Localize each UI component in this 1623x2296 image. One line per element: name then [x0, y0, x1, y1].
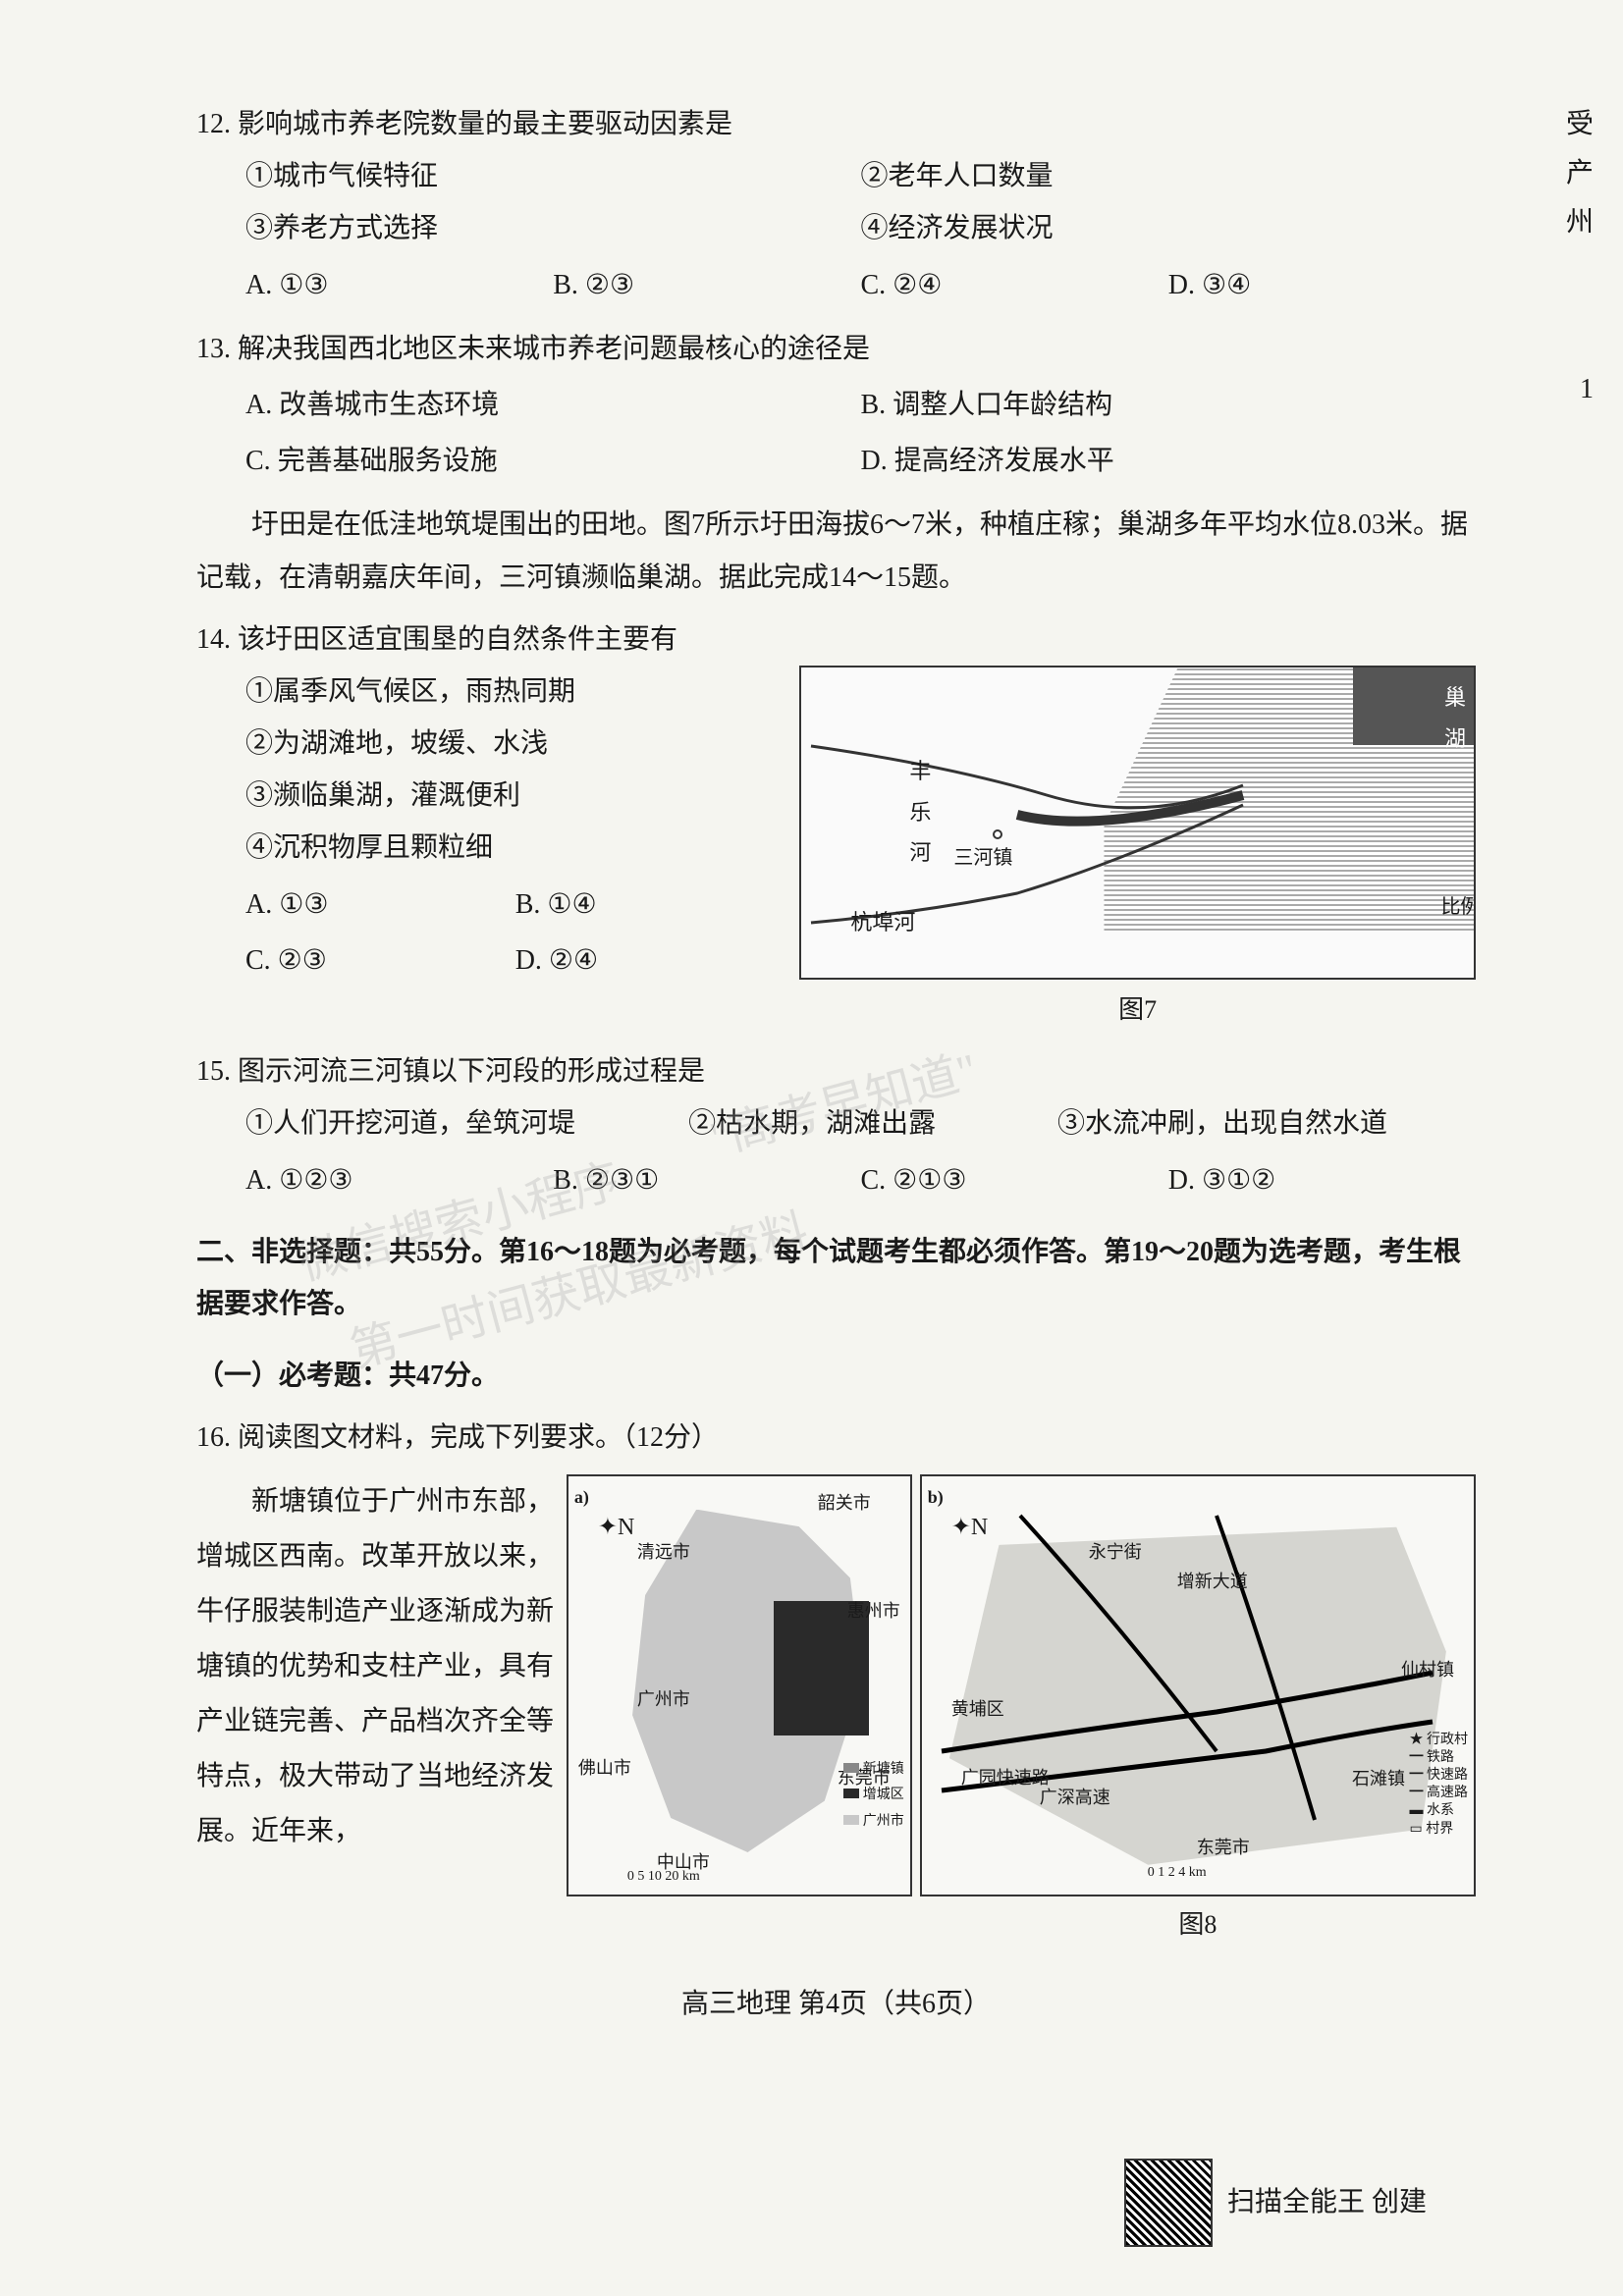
q14-opt-a: A. ①③: [245, 879, 515, 931]
q13-opt-a: A. 改善城市生态环境: [245, 379, 861, 431]
map-label-hangbu: 杭埠河: [850, 902, 915, 943]
page-footer: 高三地理 第4页（共6页）: [196, 1978, 1476, 2030]
city-foshan: 佛山市: [578, 1751, 631, 1785]
q15-sub-2: ②枯水期，湖滩出露: [688, 1097, 1057, 1149]
map-label-sanhe: 三河镇: [953, 839, 1012, 877]
question-14: 14. 该圩田区适宜围垦的自然条件主要有 ①属季风气候区，雨热同期 ②为湖滩地，…: [196, 614, 1476, 1035]
section-2-header: 二、非选择题：共55分。第16～18题为必考题，每个试题考生都必须作答。第19～…: [196, 1226, 1476, 1330]
margin-char-2: 产: [1566, 147, 1594, 199]
qr-text: 扫描全能王 创建: [1227, 2176, 1427, 2228]
compass-icon-a: ✦N: [598, 1506, 634, 1551]
q14-sub-4: ④沉积物厚且颗粒细: [245, 822, 784, 874]
label-shitan: 石滩镇: [1352, 1762, 1405, 1795]
passage-14-15: 圩田是在低洼地筑堤围出的田地。图7所示圩田海拔6～7米，种植庄稼；巢湖多年平均水…: [196, 499, 1476, 603]
q12-stem: 12. 影响城市养老院数量的最主要驱动因素是: [196, 98, 1476, 150]
legend-b-4: 高速路: [1427, 1786, 1468, 1800]
map-label-chaohu: 巢湖: [1444, 677, 1466, 760]
city-shaoguan: 韶关市: [818, 1486, 871, 1520]
label-guangsheng: 广深高速: [1040, 1781, 1110, 1814]
question-12: 12. 影响城市养老院数量的最主要驱动因素是 ①城市气候特征 ②老年人口数量 ③…: [196, 98, 1476, 311]
label-guangyuan: 广园快速路: [961, 1761, 1050, 1794]
scale-a: 0 5 10 20 km: [627, 1864, 700, 1891]
legend-b-1: 行政村: [1427, 1733, 1468, 1747]
scale-b: 0 1 2 4 km: [1148, 1860, 1207, 1887]
legend-a-3: 广州市: [863, 1814, 904, 1829]
legend-b-2: 铁路: [1427, 1750, 1454, 1765]
q15-opt-d: D. ③①②: [1168, 1154, 1476, 1206]
map-label-fengle: 丰乐河: [909, 751, 931, 874]
figure-7-caption: 图7: [799, 986, 1476, 1034]
q14-opt-c: C. ②③: [245, 934, 515, 987]
q12-sub-1: ①城市气候特征: [245, 150, 861, 202]
figure-7-map: 丰乐河 杭埠河 三河镇 巢湖 圩田 城镇 河流: [799, 666, 1476, 980]
q15-opt-b: B. ②③①: [553, 1154, 860, 1206]
q14-sub-3: ③濒临巢湖，灌溉便利: [245, 770, 784, 822]
figure-8-panel-b: b) 永宁街 增新大道 黄埔区 广园快速路 广深高速 东莞市: [920, 1474, 1476, 1896]
q15-opt-a: A. ①②③: [245, 1154, 553, 1206]
q14-opt-d: D. ②④: [515, 934, 785, 987]
qr-code-icon: [1124, 2159, 1213, 2247]
q13-opt-d: D. 提高经济发展水平: [861, 435, 1477, 487]
city-huizhou: 惠州市: [847, 1594, 900, 1628]
city-qingyuan: 清远市: [637, 1535, 690, 1569]
margin-char-4: 1: [1580, 363, 1594, 415]
q14-sub-1: ①属季风气候区，雨热同期: [245, 666, 784, 718]
q14-sub-2: ②为湖滩地，坡缓、水浅: [245, 718, 784, 770]
question-16: 16. 阅读图文材料，完成下列要求。（12分） 新塘镇位于广州市东部，增城区西南…: [196, 1412, 1476, 1949]
q12-opt-d: D. ③④: [1168, 259, 1476, 311]
figure-8-panel-a: a) 韶关市 清远市 惠州市 广州市 佛山市 东莞市 中山市 ✦N: [567, 1474, 912, 1896]
q12-opt-c: C. ②④: [861, 259, 1168, 311]
q12-sub-2: ②老年人口数量: [861, 150, 1477, 202]
section-2-sub: （一）必考题：共47分。: [196, 1350, 1476, 1402]
q15-sub-3: ③水流冲刷，出现自然水道: [1057, 1097, 1476, 1149]
q16-stem: 16. 阅读图文材料，完成下列要求。（12分）: [196, 1412, 1476, 1464]
figure-8-caption: 图8: [920, 1900, 1476, 1949]
legend-a-1: 新塘镇: [863, 1762, 904, 1777]
legend-scale-label: 比例尺: [1440, 888, 1476, 926]
legend-a-2: 增城区: [863, 1788, 904, 1802]
q12-opt-b: B. ②③: [553, 259, 860, 311]
margin-char-1: 受: [1566, 98, 1594, 150]
legend-b-6: 村界: [1426, 1822, 1453, 1837]
city-guangzhou: 广州市: [637, 1682, 690, 1716]
compass-icon-b: ✦N: [951, 1506, 988, 1551]
question-13: 13. 解决我国西北地区未来城市养老问题最核心的途径是 A. 改善城市生态环境 …: [196, 323, 1476, 488]
label-huangpu: 黄埔区: [951, 1692, 1004, 1726]
q16-passage: 新塘镇位于广州市东部，增城区西南。改革开放以来，牛仔服装制造产业逐渐成为新塘镇的…: [196, 1474, 555, 1949]
q15-stem: 15. 图示河流三河镇以下河段的形成过程是: [196, 1045, 1476, 1097]
q14-opt-b: B. ①④: [515, 879, 785, 931]
legend-b-3: 快速路: [1427, 1768, 1468, 1783]
legend-b-5: 水系: [1427, 1803, 1454, 1818]
panel-a-label: a): [574, 1480, 589, 1514]
label-xiancun: 仙村镇: [1401, 1653, 1454, 1686]
q15-sub-1: ①人们开挖河道，垒筑河堤: [245, 1097, 688, 1149]
q12-sub-3: ③养老方式选择: [245, 202, 861, 254]
label-yongning: 永宁街: [1089, 1535, 1142, 1569]
q12-sub-4: ④经济发展状况: [861, 202, 1477, 254]
qr-section: 扫描全能王 创建: [1124, 2159, 1427, 2247]
q13-opt-c: C. 完善基础服务设施: [245, 435, 861, 487]
q13-stem: 13. 解决我国西北地区未来城市养老问题最核心的途径是: [196, 323, 1476, 375]
question-15: 15. 图示河流三河镇以下河段的形成过程是 ①人们开挖河道，垒筑河堤 ②枯水期，…: [196, 1045, 1476, 1206]
q13-opt-b: B. 调整人口年龄结构: [861, 379, 1477, 431]
label-zengxin: 增新大道: [1177, 1565, 1248, 1598]
margin-char-3: 州: [1566, 196, 1594, 248]
q14-stem: 14. 该圩田区适宜围垦的自然条件主要有: [196, 614, 1476, 666]
q12-opt-a: A. ①③: [245, 259, 553, 311]
q15-opt-c: C. ②①③: [861, 1154, 1168, 1206]
